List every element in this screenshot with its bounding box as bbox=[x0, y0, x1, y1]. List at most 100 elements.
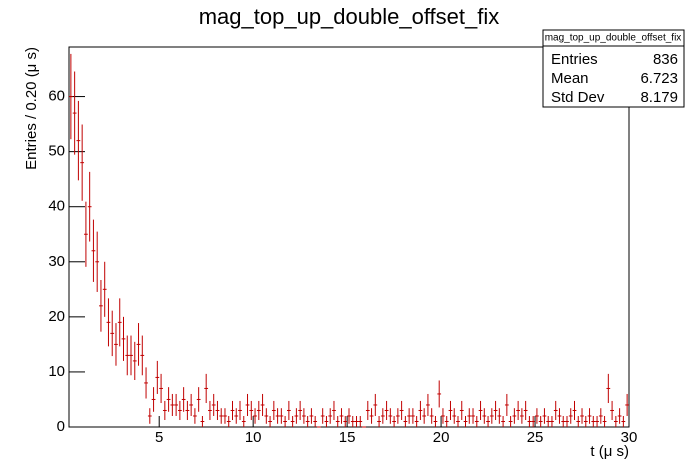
bin bbox=[174, 393, 178, 416]
bin bbox=[448, 400, 453, 421]
bin bbox=[373, 393, 378, 416]
bin bbox=[561, 415, 566, 427]
frame bbox=[68, 46, 630, 428]
bin bbox=[208, 400, 212, 421]
bin bbox=[459, 400, 464, 421]
bin bbox=[433, 415, 438, 427]
bin bbox=[271, 400, 276, 421]
bin bbox=[369, 408, 374, 424]
bin bbox=[162, 400, 167, 421]
bin bbox=[91, 219, 96, 282]
bin bbox=[444, 415, 449, 427]
bin bbox=[181, 387, 186, 412]
bin bbox=[429, 408, 434, 424]
bin bbox=[493, 400, 498, 421]
bin bbox=[482, 408, 487, 424]
bin bbox=[189, 393, 194, 416]
bin bbox=[215, 400, 220, 421]
bin bbox=[309, 408, 314, 424]
y-tick-label: 10 bbox=[48, 363, 65, 380]
y-tick-label: 40 bbox=[48, 198, 65, 215]
bin bbox=[395, 408, 400, 424]
bin bbox=[403, 415, 408, 427]
bin bbox=[170, 393, 175, 416]
bin bbox=[84, 201, 88, 267]
bin bbox=[388, 408, 393, 424]
bin bbox=[343, 415, 348, 427]
bin bbox=[290, 415, 295, 427]
bin bbox=[332, 400, 336, 421]
bin bbox=[512, 408, 517, 424]
bin bbox=[313, 415, 318, 427]
bin bbox=[606, 373, 611, 404]
x-tick-label: 20 bbox=[433, 429, 450, 446]
bin bbox=[335, 415, 340, 427]
bin bbox=[576, 415, 581, 427]
bin bbox=[501, 415, 505, 427]
bin bbox=[294, 408, 299, 424]
y-tick-label: 20 bbox=[48, 308, 65, 325]
bin bbox=[437, 380, 442, 408]
bin bbox=[268, 415, 272, 427]
bin bbox=[136, 323, 141, 366]
bin bbox=[441, 408, 445, 424]
bin bbox=[159, 373, 163, 404]
bin bbox=[598, 408, 603, 424]
bin bbox=[324, 415, 329, 427]
bin bbox=[132, 341, 137, 380]
bin bbox=[99, 280, 103, 332]
bin bbox=[204, 373, 209, 404]
y-tick-label: 60 bbox=[48, 88, 65, 105]
bin bbox=[617, 408, 622, 424]
bin bbox=[377, 415, 381, 427]
bin bbox=[531, 415, 536, 427]
bin bbox=[399, 400, 404, 421]
y-axis-title: Entries / 0.20 (μ s) bbox=[23, 47, 40, 170]
bin bbox=[557, 408, 562, 424]
chart-title: mag_top_up_double_offset_fix bbox=[199, 4, 500, 29]
bin bbox=[625, 393, 629, 416]
bin bbox=[516, 400, 521, 421]
bin bbox=[542, 408, 547, 424]
bin bbox=[621, 415, 626, 427]
bin bbox=[110, 310, 115, 357]
bin bbox=[117, 298, 122, 347]
bin bbox=[286, 400, 291, 421]
bin bbox=[452, 408, 457, 424]
y-tick-label: 50 bbox=[48, 143, 65, 160]
stats-box: mag_top_up_double_offset_fix Entries 836… bbox=[542, 29, 685, 108]
bin bbox=[610, 400, 614, 421]
bin bbox=[602, 415, 607, 427]
bin bbox=[185, 400, 190, 421]
bin bbox=[298, 400, 303, 421]
bin bbox=[283, 415, 287, 427]
y-tick-label: 0 bbox=[57, 418, 65, 435]
bin bbox=[565, 415, 569, 427]
bin bbox=[407, 408, 412, 424]
bin bbox=[347, 408, 351, 424]
bin bbox=[365, 400, 370, 421]
bin bbox=[211, 393, 216, 416]
stats-label: Mean bbox=[551, 70, 589, 87]
bin bbox=[508, 415, 513, 427]
stats-label: Std Dev bbox=[551, 89, 605, 106]
bin bbox=[241, 415, 246, 427]
bin bbox=[76, 100, 81, 181]
bin bbox=[463, 415, 468, 427]
bin bbox=[478, 400, 483, 421]
bin bbox=[87, 171, 92, 242]
bin bbox=[196, 387, 201, 412]
bin bbox=[426, 393, 430, 416]
bin bbox=[238, 400, 242, 421]
bin bbox=[392, 415, 396, 427]
bin bbox=[279, 408, 284, 424]
bin bbox=[151, 387, 156, 412]
bin bbox=[230, 400, 235, 421]
bin bbox=[155, 360, 160, 394]
bin bbox=[302, 408, 306, 424]
stats-label: Entries bbox=[551, 51, 598, 68]
bin bbox=[223, 408, 227, 424]
bin bbox=[80, 124, 85, 201]
stats-title: mag_top_up_double_offset_fix bbox=[545, 33, 682, 44]
